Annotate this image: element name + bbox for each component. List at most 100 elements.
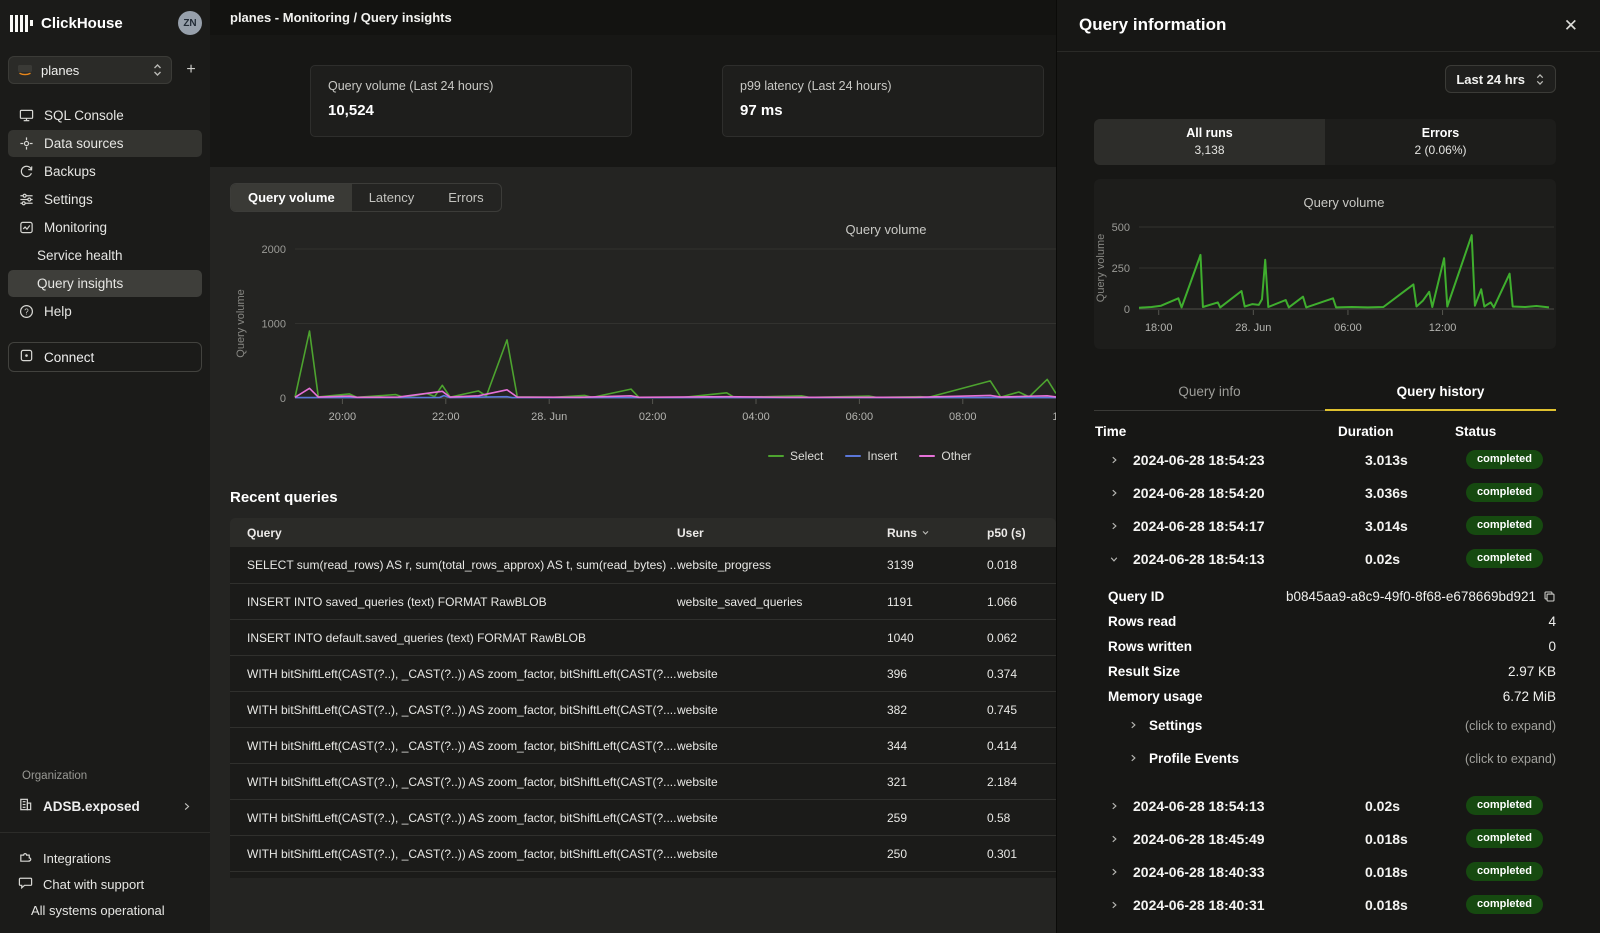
cell-runs: 1191 <box>887 594 913 609</box>
sidebar-item-data-sources[interactable]: Data sources <box>8 130 202 157</box>
legend-label: Insert <box>867 449 898 463</box>
time-range-select[interactable]: Last 24 hrs <box>1445 65 1556 93</box>
organization-section-label: Organization <box>22 770 88 782</box>
col-runs-label: Runs <box>887 525 917 540</box>
cell-query: INSERT INTO default.saved_queries (text)… <box>247 630 587 645</box>
history-row[interactable]: 2024-06-28 18:45:49 0.018s completed <box>1094 822 1556 855</box>
status-badge: completed <box>1466 483 1544 502</box>
col-runs-sort[interactable]: Runs <box>887 526 987 540</box>
history-row[interactable]: 2024-06-28 18:40:33 0.018s completed <box>1094 855 1556 888</box>
copy-icon[interactable] <box>1543 590 1556 603</box>
panel-query-volume-chart[interactable]: 0 250 500 Query volume Query volume 18:00 28. … <box>1094 179 1556 349</box>
svg-text:12:00: 12:00 <box>1429 322 1457 334</box>
chevron-right-icon <box>1094 900 1122 910</box>
query-volume-chart[interactable]: 0 1000 2000 Query volume Query volume 20:00 22… <box>230 218 1056 447</box>
segment-all-runs[interactable]: All runs 3,138 <box>1094 119 1325 165</box>
sidebar-item-query-insights[interactable]: Query insights <box>8 270 202 297</box>
sidebar-item-integrations[interactable]: Integrations <box>8 845 202 871</box>
profile-events-expander[interactable]: Profile Events (click to expand) <box>1094 742 1556 775</box>
svg-text:Query volume: Query volume <box>235 289 247 357</box>
svg-text:1000: 1000 <box>262 319 286 331</box>
history-row[interactable]: 2024-06-28 18:54:17 3.014s completed <box>1094 509 1556 542</box>
service-selector[interactable]: planes <box>8 56 172 84</box>
clickhouse-logo-icon <box>10 14 33 32</box>
expander-hint: (click to expand) <box>1464 751 1556 766</box>
svg-text:08:00: 08:00 <box>949 411 977 423</box>
sidebar-item-settings[interactable]: Settings <box>8 186 202 213</box>
sidebar-item-help[interactable]: ? Help <box>8 298 202 325</box>
recent-queries-header: Query User Runs p50 (s) <box>230 518 1056 547</box>
cell-runs: 250 <box>887 846 908 861</box>
detail-label: Rows written <box>1108 639 1193 654</box>
cell-runs: 3139 <box>887 558 914 572</box>
tab-errors[interactable]: Errors <box>448 190 484 205</box>
brand-name: ClickHouse <box>41 14 123 32</box>
sidebar-item-sql-console[interactable]: SQL Console <box>8 102 202 129</box>
table-row[interactable]: WITH bitShiftLeft(CAST(?..), _CAST(?..))… <box>230 835 1056 871</box>
legend-item-other[interactable]: Other <box>919 449 971 463</box>
chart-legend: Select Insert Other <box>210 449 1056 463</box>
sidebar-item-label: Settings <box>44 192 93 207</box>
help-icon: ? <box>18 304 34 319</box>
svg-text:22:00: 22:00 <box>432 411 460 423</box>
cell-duration: 3.013s <box>1365 451 1408 468</box>
svg-text:02:00: 02:00 <box>639 411 667 423</box>
table-row[interactable]: WITH bitShiftLeft(CAST(?..), _CAST(?..))… <box>230 799 1056 835</box>
legend-item-select[interactable]: Select <box>768 449 823 463</box>
main-content: planes - Monitoring / Query insights Que… <box>210 0 1056 933</box>
cell-duration: 0.02s <box>1365 550 1401 567</box>
cell-runs: 321 <box>887 774 908 789</box>
sidebar-item-label: SQL Console <box>44 108 124 123</box>
table-row[interactable]: INSERT INTO default.saved_queries (text)… <box>230 619 1056 655</box>
sidebar-item-monitoring[interactable]: Monitoring <box>8 214 202 241</box>
chart-tab-group: Query volume Latency Errors <box>230 183 502 212</box>
organization-name: ADSB.exposed <box>43 798 140 814</box>
svg-text:06:00: 06:00 <box>846 411 874 423</box>
cell-time: 2024-06-28 18:40:33 <box>1133 863 1265 880</box>
tab-query-volume[interactable]: Query volume <box>231 184 352 211</box>
table-row[interactable]: WITH bitShiftLeft(CAST(?..), _CAST(?..))… <box>230 727 1056 763</box>
close-icon[interactable]: ✕ <box>1563 15 1578 35</box>
detail-value: b0845aa9-a8c9-49f0-8f68-e678669bd921 <box>1286 589 1536 604</box>
history-row[interactable]: 2024-06-28 18:54:23 3.013s completed <box>1094 443 1556 476</box>
tab-latency[interactable]: Latency <box>368 190 415 205</box>
connect-button[interactable]: Connect <box>8 342 202 372</box>
svg-text:Query volume: Query volume <box>1095 234 1107 302</box>
add-service-button[interactable]: + <box>186 61 196 78</box>
table-row[interactable]: WITH bitShiftLeft(CAST(?..), _CAST(?..))… <box>230 763 1056 799</box>
legend-item-insert[interactable]: Insert <box>845 449 897 463</box>
sidebar-item-backups[interactable]: Backups <box>8 158 202 185</box>
breadcrumb: planes - Monitoring / Query insights <box>230 10 452 25</box>
backups-icon <box>18 164 34 179</box>
history-row[interactable]: 2024-06-28 18:54:13 0.02s completed <box>1094 789 1556 822</box>
aws-icon <box>18 65 32 76</box>
chevron-right-icon <box>1094 834 1122 844</box>
sidebar-item-label: Data sources <box>44 136 124 151</box>
history-row[interactable]: 2024-06-28 18:40:31 0.018s completed <box>1094 888 1556 921</box>
tab-query-info[interactable]: Query info <box>1178 384 1241 399</box>
cell-runs: 344 <box>887 738 908 753</box>
sidebar-item-service-health[interactable]: Service health <box>8 242 202 269</box>
history-row[interactable]: 2024-06-28 18:54:13 0.02s completed <box>1094 542 1556 575</box>
settings-expander[interactable]: Settings (click to expand) <box>1094 709 1556 742</box>
stat-label: Query volume (Last 24 hours) <box>328 79 494 93</box>
table-row[interactable]: WITH bitShiftLeft(CAST(?..), _CAST(?..))… <box>230 691 1056 727</box>
integrations-puzzle-icon <box>18 849 33 867</box>
system-status[interactable]: All systems operational <box>8 897 202 923</box>
table-row[interactable]: INSERT INTO saved_queries (text) FORMAT … <box>230 583 1056 619</box>
table-row[interactable]: SELECT sum(read_rows) AS r, sum(total_ro… <box>230 547 1056 583</box>
history-row[interactable]: 2024-06-28 18:54:20 3.036s completed <box>1094 476 1556 509</box>
svg-text:Query volume: Query volume <box>846 222 927 237</box>
table-row[interactable]: WITH bitShiftLeft(CAST(?..), _CAST(?..))… <box>230 655 1056 691</box>
organization-item[interactable]: ADSB.exposed <box>8 792 202 820</box>
user-avatar[interactable]: ZN <box>178 11 202 35</box>
cell-time: 2024-06-28 18:54:20 <box>1133 484 1265 501</box>
sidebar-item-chat-support[interactable]: Chat with support <box>8 871 202 897</box>
status-badge: completed <box>1466 862 1544 881</box>
stat-card-p99-latency: p99 latency (Last 24 hours) 97 ms <box>722 65 1044 137</box>
svg-text:2000: 2000 <box>262 244 286 256</box>
tab-query-history[interactable]: Query history <box>1325 375 1556 411</box>
chevron-right-icon <box>1128 751 1138 766</box>
segment-errors[interactable]: Errors 2 (0.06%) <box>1325 119 1556 165</box>
cell-duration: 3.014s <box>1365 517 1408 534</box>
